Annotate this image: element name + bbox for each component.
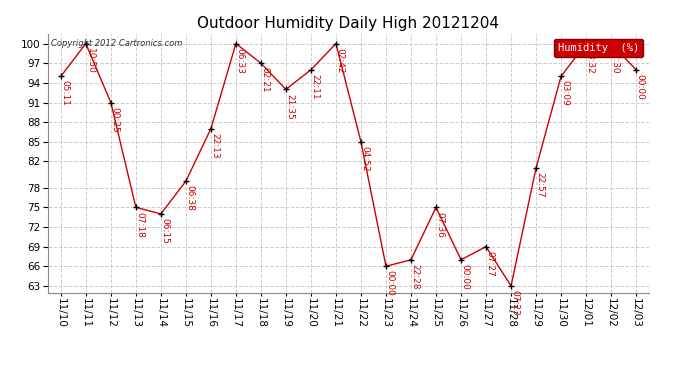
Text: 06:15: 06:15: [161, 218, 170, 244]
Text: 00:00: 00:00: [386, 270, 395, 296]
Text: 00:00: 00:00: [461, 264, 470, 290]
Text: 21:35: 21:35: [286, 94, 295, 119]
Text: 06:38: 06:38: [186, 185, 195, 211]
Text: 07:23: 07:23: [511, 290, 520, 316]
Text: 03:09: 03:09: [561, 81, 570, 106]
Text: 05:11: 05:11: [61, 81, 70, 106]
Text: 00:25: 00:25: [110, 107, 119, 132]
Text: 07:18: 07:18: [135, 211, 144, 237]
Text: 22:28: 22:28: [411, 264, 420, 290]
Text: Copyright 2012 Cartronics.com: Copyright 2012 Cartronics.com: [51, 39, 183, 48]
Text: 07:27: 07:27: [486, 251, 495, 276]
Text: 22:11: 22:11: [310, 74, 319, 100]
Text: 00:00: 00:00: [635, 74, 644, 100]
Text: 02:42: 02:42: [335, 48, 344, 73]
Text: 02:21: 02:21: [261, 68, 270, 93]
Text: 06:33: 06:33: [235, 48, 244, 74]
Text: 22:57: 22:57: [535, 172, 544, 198]
Text: 07:36: 07:36: [435, 211, 444, 237]
Text: 22:30: 22:30: [611, 48, 620, 74]
Text: 22:13: 22:13: [210, 133, 219, 159]
Title: Outdoor Humidity Daily High 20121204: Outdoor Humidity Daily High 20121204: [197, 16, 500, 31]
Text: 08:32: 08:32: [586, 48, 595, 74]
Text: 10:50: 10:50: [86, 48, 95, 74]
Text: 04:52: 04:52: [361, 146, 370, 172]
Legend: Humidity  (%): Humidity (%): [554, 39, 643, 57]
